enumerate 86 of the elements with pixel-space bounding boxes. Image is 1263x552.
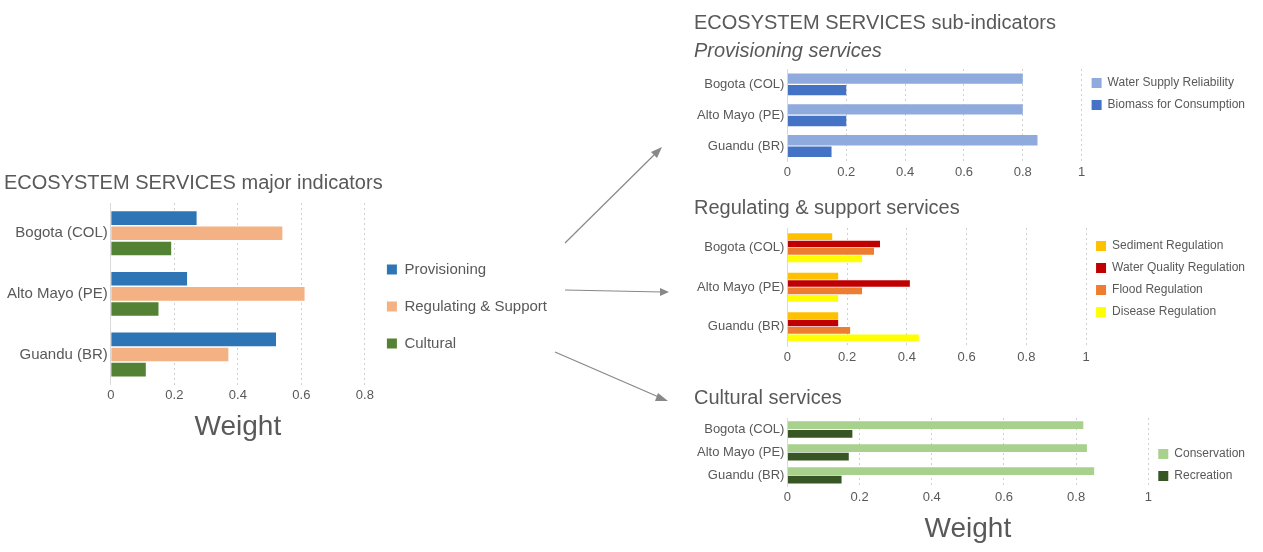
y-tick-label: Guandu (BR) bbox=[19, 344, 108, 362]
bar bbox=[787, 334, 919, 342]
bar bbox=[787, 421, 1084, 430]
bar bbox=[787, 429, 853, 438]
bar bbox=[787, 467, 1095, 475]
bar bbox=[787, 135, 1038, 146]
y-tick-label: Guandu (BR) bbox=[707, 137, 785, 153]
bar bbox=[787, 294, 839, 302]
x-tick-label: 0.2 bbox=[850, 489, 869, 505]
bar bbox=[787, 255, 863, 263]
bar bbox=[787, 104, 1023, 115]
y-tick-label: Alto Mayo (PE) bbox=[6, 284, 108, 302]
bar bbox=[787, 272, 839, 280]
legend-label: Sediment Regulation bbox=[1112, 238, 1224, 253]
x-tick-label: 0 bbox=[783, 489, 792, 505]
x-tick-label: 0.6 bbox=[292, 387, 311, 403]
bar bbox=[787, 287, 863, 295]
x-tick-label: 0.2 bbox=[165, 387, 184, 403]
x-tick-label: 0 bbox=[783, 163, 792, 179]
x-axis-title: Weight bbox=[924, 511, 1012, 543]
x-tick-label: 0.4 bbox=[228, 387, 247, 403]
bar bbox=[787, 312, 839, 319]
x-tick-label: 0.8 bbox=[1013, 163, 1032, 179]
y-tick-label: Bogota (COL) bbox=[704, 75, 785, 91]
bar bbox=[787, 452, 849, 461]
legend-label: Cultural bbox=[404, 333, 457, 351]
bar bbox=[787, 327, 851, 334]
x-tick-label: 0.2 bbox=[838, 348, 857, 364]
bar bbox=[111, 211, 197, 225]
x-tick-label: 0.6 bbox=[957, 348, 976, 364]
x-tick-label: 0.2 bbox=[837, 163, 856, 179]
chart-subtitle: Provisioning services bbox=[694, 38, 882, 61]
bar bbox=[111, 347, 229, 362]
bar bbox=[787, 444, 1087, 452]
x-tick-label: 0.6 bbox=[954, 163, 973, 179]
bar bbox=[787, 146, 832, 157]
chart-title: Cultural services bbox=[694, 385, 842, 408]
x-tick-label: 0.8 bbox=[355, 387, 374, 403]
x-tick-label: 1 bbox=[1082, 348, 1090, 364]
x-tick-label: 0.4 bbox=[922, 489, 941, 505]
bar bbox=[787, 84, 847, 96]
y-tick-label: Bogota (COL) bbox=[704, 421, 785, 437]
bar bbox=[787, 319, 839, 327]
bar bbox=[787, 240, 880, 248]
bar bbox=[787, 73, 1023, 84]
bar bbox=[787, 248, 875, 255]
legend-label: Disease Regulation bbox=[1112, 304, 1217, 319]
legend-label: Water Quality Regulation bbox=[1112, 260, 1245, 275]
bar bbox=[111, 332, 276, 347]
x-tick-label: 0 bbox=[107, 387, 115, 403]
x-tick-label: 1 bbox=[1077, 163, 1086, 179]
chart-title: Regulating & support services bbox=[694, 195, 960, 218]
y-tick-label: Guandu (BR) bbox=[707, 466, 785, 482]
bar bbox=[111, 362, 146, 377]
legend-label: Regulating & Support bbox=[404, 296, 548, 314]
bar bbox=[787, 115, 847, 127]
x-tick-label: 1 bbox=[1144, 489, 1152, 505]
x-tick-label: 0.6 bbox=[994, 489, 1013, 505]
legend-label: Conservation bbox=[1174, 446, 1246, 461]
y-tick-label: Bogota (COL) bbox=[15, 223, 108, 241]
legend-label: Flood Regulation bbox=[1112, 282, 1203, 297]
legend-label: Provisioning bbox=[404, 259, 487, 277]
bar bbox=[787, 233, 833, 240]
chart-title: ECOSYSTEM SERVICES sub-indicators bbox=[694, 10, 1056, 33]
bar bbox=[787, 475, 842, 484]
bar bbox=[111, 226, 283, 241]
x-tick-label: 0.8 bbox=[1067, 489, 1086, 505]
x-tick-label: 0.8 bbox=[1017, 348, 1036, 364]
chart-title: ECOSYSTEM SERVICES major indicators bbox=[4, 170, 383, 193]
y-tick-label: Alto Mayo (PE) bbox=[696, 106, 785, 122]
legend-label: Water Supply Reliability bbox=[1107, 75, 1234, 90]
bar bbox=[111, 271, 188, 286]
x-tick-label: 0.4 bbox=[897, 348, 916, 364]
legend-label: Recreation bbox=[1174, 468, 1233, 483]
y-tick-label: Alto Mayo (PE) bbox=[696, 278, 785, 294]
bar bbox=[111, 241, 172, 256]
legend-label: Biomass for Consumption bbox=[1107, 97, 1245, 112]
y-tick-label: Bogota (COL) bbox=[704, 239, 785, 255]
x-tick-label: 0.4 bbox=[896, 163, 915, 179]
bar bbox=[111, 302, 159, 316]
x-tick-label: 0 bbox=[783, 348, 792, 364]
bar bbox=[787, 280, 910, 287]
x-axis-title: Weight bbox=[194, 409, 282, 441]
y-tick-label: Alto Mayo (PE) bbox=[696, 443, 785, 459]
y-tick-label: Guandu (BR) bbox=[707, 318, 785, 334]
bar bbox=[111, 287, 305, 301]
